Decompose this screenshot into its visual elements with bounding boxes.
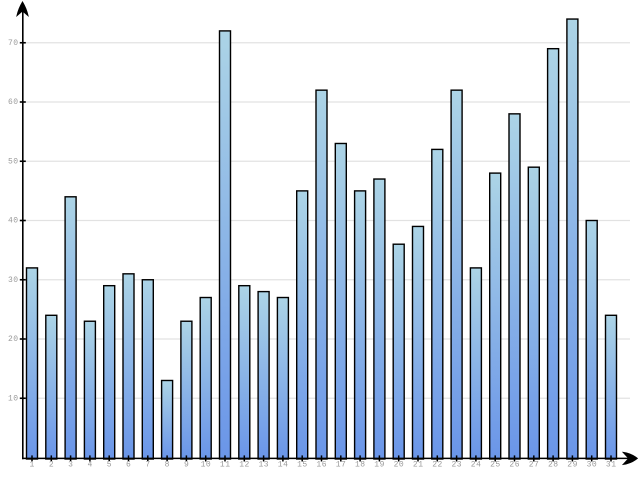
svg-text:19: 19 — [374, 461, 385, 470]
svg-text:2: 2 — [49, 461, 54, 470]
svg-text:4: 4 — [87, 461, 92, 470]
svg-text:15: 15 — [297, 461, 308, 470]
svg-text:26: 26 — [509, 461, 520, 470]
svg-text:25: 25 — [490, 461, 501, 470]
svg-text:3: 3 — [68, 461, 73, 470]
svg-text:30: 30 — [8, 276, 19, 285]
svg-text:29: 29 — [567, 461, 578, 470]
svg-text:30: 30 — [587, 461, 598, 470]
svg-text:60: 60 — [8, 98, 19, 107]
svg-text:27: 27 — [529, 461, 540, 470]
svg-text:21: 21 — [413, 461, 424, 470]
svg-text:6: 6 — [126, 461, 131, 470]
svg-text:16: 16 — [316, 461, 327, 470]
svg-text:50: 50 — [8, 157, 19, 166]
svg-text:20: 20 — [8, 335, 19, 344]
svg-text:10: 10 — [8, 394, 19, 403]
svg-text:18: 18 — [355, 461, 366, 470]
svg-text:20: 20 — [394, 461, 405, 470]
svg-text:11: 11 — [220, 461, 231, 470]
svg-text:31: 31 — [606, 461, 617, 470]
svg-text:8: 8 — [165, 461, 170, 470]
svg-text:23: 23 — [451, 461, 462, 470]
svg-text:70: 70 — [8, 39, 19, 48]
svg-text:12: 12 — [239, 461, 250, 470]
svg-text:24: 24 — [471, 461, 482, 470]
svg-text:1: 1 — [30, 461, 35, 470]
svg-text:7: 7 — [145, 461, 150, 470]
svg-text:13: 13 — [258, 461, 269, 470]
svg-text:22: 22 — [432, 461, 443, 470]
svg-text:28: 28 — [548, 461, 559, 470]
svg-text:10: 10 — [201, 461, 212, 470]
svg-text:40: 40 — [8, 217, 19, 226]
svg-text:9: 9 — [184, 461, 189, 470]
svg-text:17: 17 — [336, 461, 347, 470]
svg-text:14: 14 — [278, 461, 289, 470]
svg-text:5: 5 — [107, 461, 112, 470]
